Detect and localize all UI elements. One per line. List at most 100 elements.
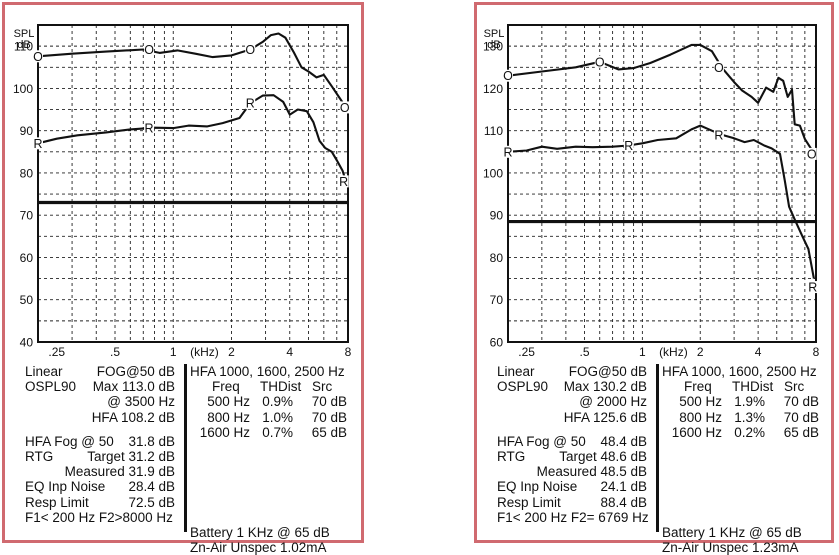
thd-dist: 0.2% [734,424,765,440]
hfa-row: HFA 1000, 1600, 2500 Hz [662,364,827,379]
x-tick-label: 8 [345,345,352,359]
spec-label: F1< 200 Hz F2>8000 Hz [25,509,173,525]
measurement-card-left: SPL dB 40 50 60 70 80 90 100 110 .25 .5 1 2 4 8 (kHz) O O O… [2,2,364,555]
spec-label: OSPL90 [497,379,549,395]
spec-label: HFA Fog @ 50 [497,433,586,449]
series-marker-bg [806,147,817,160]
spec-row: F1< 200 Hz F2>8000 Hz [25,510,175,525]
y-tick-label: 80 [20,166,34,180]
spacer [497,425,647,434]
thd-src: 70 dB [311,409,347,425]
series-line-o [507,43,813,151]
y-tick-label: 90 [20,124,34,138]
thd-freq: 800 Hz [207,409,250,425]
spec-value: Target 48.6 dB [559,448,647,464]
y-tick-label: 70 [20,209,34,223]
x-tick-label: 4 [755,345,762,359]
series-marker-bg [339,101,350,114]
series-marker-o: O [714,61,724,75]
battery-row: Battery 1 KHz @ 65 dB [662,525,827,540]
spec-row: HFA 108.2 dB [25,410,175,425]
series-marker-r: R [145,122,154,136]
y-tick-label: 110 [484,124,503,138]
series-marker-bg [245,97,256,110]
thd-dist: 1.9% [734,394,765,410]
y-tick-label: 90 [490,209,504,223]
spec-row: Resp Limit 72.5 dB [25,495,175,510]
y-tick-label: 130 [483,40,503,54]
series-marker-bg [503,145,513,158]
thd-freq: 500 Hz [679,394,722,410]
series-marker-bg [144,43,155,56]
thd-freq: 500 Hz [207,394,250,410]
spec-row: Linear FOG@50 dB [25,364,175,379]
x-tick-label: .5 [579,345,589,359]
series-marker-bg [144,122,155,135]
series-marker-r: R [246,97,255,111]
plot-frame [37,24,349,343]
spec-value: 31.8 dB [128,433,175,449]
spec-label: EQ Inp Noise [497,479,578,495]
spec-label: EQ Inp Noise [25,479,106,495]
spec-value: FOG@50 dB [568,364,647,379]
thd-src: 70 dB [311,394,347,410]
spec-label: Linear [497,364,535,379]
thd-header-row: Freq THDist Src [190,379,355,394]
x-tick-label: .25 [518,345,535,359]
specs-block-left: Linear FOG@50 dB OSPL90 Max 113.0 dB @ 3500 … [5,360,361,555]
thd-header-src: Src [784,379,805,395]
specs-column-left: Linear FOG@50 dB OSPL90 Max 113.0 dB @ 3500 … [25,364,175,525]
spec-label: RTG [25,448,54,464]
thd-src: 65 dB [783,424,819,440]
series-marker-o: O [144,43,154,57]
series-marker-r: R [339,175,348,189]
series-marker-bg [594,55,605,68]
spec-value: 48.4 dB [600,433,647,449]
thd-header-freq: Freq [212,379,240,395]
series-marker-o: O [340,101,350,115]
y-axis-label: SPL [484,28,505,40]
thd-src: 70 dB [783,394,819,410]
series-marker-bg [503,69,513,82]
y-tick-label: 50 [20,293,34,307]
x-tick-label: 1 [170,345,177,359]
thd-header-thdist: THDist [260,379,302,395]
y-axis-label: SPL [14,28,35,40]
thd-row: 500 Hz 1.9% 70 dB [662,394,827,409]
spec-label: OSPL90 [25,379,77,395]
series-marker-bg [33,137,43,150]
y-tick-label: 120 [483,82,503,96]
spec-label: Resp Limit [497,494,561,510]
series-marker-o: O [807,147,817,161]
series-marker-bg [713,61,724,74]
spec-row: OSPL90 Max 130.2 dB [497,379,647,394]
column-divider [184,364,187,532]
series-marker-bg [33,50,43,63]
spec-row: Linear FOG@50 dB [497,364,647,379]
series-marker-bg [807,281,818,294]
specs-column-right: HFA 1000, 1600, 2500 Hz Freq THDist Src 500 … [662,364,827,555]
spec-label: Resp Limit [25,494,89,510]
battery-row: Battery 1 KHz @ 65 dB [190,525,355,540]
spec-value: HFA 125.6 dB [563,409,647,425]
spec-row: @ 3500 Hz [25,394,175,409]
hfa-row: HFA 1000, 1600, 2500 Hz [190,364,355,379]
thd-dist: 1.3% [734,409,765,425]
spec-value: HFA 108.2 dB [91,409,175,425]
spec-row: OSPL90 Max 113.0 dB [25,379,175,394]
x-tick-label: 2 [228,345,235,359]
thd-header-thdist: THDist [732,379,774,395]
thd-dist: 0.9% [262,394,293,410]
thd-src: 70 dB [783,409,819,425]
spec-row: HFA Fog @ 50 48.4 dB [497,434,647,449]
spec-row: Measured 48.5 dB [497,464,647,479]
series-line-r [507,124,815,279]
spacer [190,440,355,525]
series-marker-bg [245,43,256,56]
y-tick-label: 60 [20,251,34,265]
x-axis-label: (kHz) [659,345,688,359]
thd-freq: 1600 Hz [199,424,250,440]
y-tick-label: 110 [14,40,33,54]
